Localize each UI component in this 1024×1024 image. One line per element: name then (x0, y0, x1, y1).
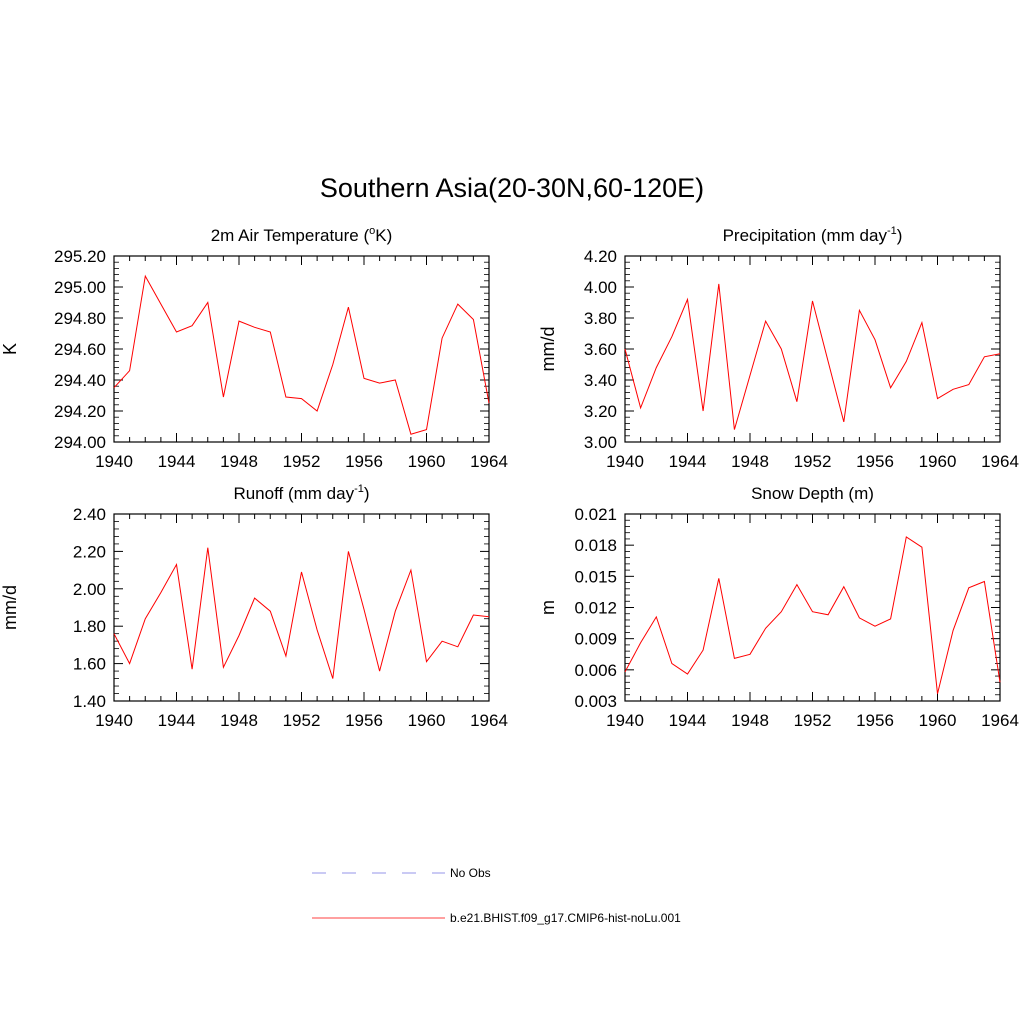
legend: No Obs b.e21.BHIST.f09_g17.CMIP6-hist-no… (312, 866, 681, 925)
x-tick-label: 1940 (95, 452, 133, 471)
x-tick-label: 1944 (669, 452, 707, 471)
x-tick-label: 1948 (731, 711, 769, 730)
y-tick-label: 294.60 (54, 340, 106, 359)
y-tick-label: 294.80 (54, 309, 106, 328)
y-tick-label: 3.80 (584, 309, 617, 328)
x-tick-label: 1940 (95, 711, 133, 730)
legend-label-model: b.e21.BHIST.f09_g17.CMIP6-hist-noLu.001 (450, 911, 681, 925)
panel-runoff: 1940 1944 1948 1952 1956 1960 1964 1.40 1.60 1.80… (0, 483, 508, 730)
y-tick-label: 3.40 (584, 371, 617, 390)
x-tick-label: 1944 (158, 711, 196, 730)
x-tick-label: 1948 (731, 452, 769, 471)
x-tick-label: 1964 (981, 452, 1019, 471)
x-tick-label: 1964 (470, 711, 508, 730)
x-tick-label: 1960 (919, 711, 957, 730)
y-tick-label: 2.40 (73, 505, 106, 524)
y-tick-label: 2.00 (73, 580, 106, 599)
plot-frame (113, 255, 490, 443)
y-tick-label: 3.60 (584, 340, 617, 359)
y-tick-label: 2.20 (73, 542, 106, 561)
series-line (624, 536, 1001, 694)
y-tick-label: 3.00 (584, 433, 617, 452)
y-tick-label: 295.00 (54, 278, 106, 297)
x-tick-label: 1952 (794, 452, 832, 471)
y-tick-label: 3.20 (584, 402, 617, 421)
x-tick-label: 1952 (283, 711, 321, 730)
y-tick-label: 0.006 (574, 661, 617, 680)
x-tick-label: 1960 (919, 452, 957, 471)
y-tick-label: 1.80 (73, 617, 106, 636)
y-axis-label: mm/d (0, 585, 20, 630)
x-tick-label: 1940 (606, 452, 644, 471)
y-tick-label: 295.20 (54, 247, 106, 266)
x-tick-label: 1944 (158, 452, 196, 471)
plot-frame (624, 513, 1001, 702)
y-tick-label: 294.40 (54, 371, 106, 390)
y-tick-label: 0.018 (574, 536, 617, 555)
plot-frame (113, 513, 490, 702)
y-axis-label: m (538, 600, 558, 615)
title-precipitation: Precipitation (mm day-1) (723, 225, 903, 245)
figure-title: Southern Asia(20-30N,60-120E) (319, 173, 705, 203)
x-tick-label: 1964 (981, 711, 1019, 730)
y-tick-label: 4.20 (584, 247, 617, 266)
y-tick-label: 0.015 (574, 567, 617, 586)
y-tick-label: 0.012 (574, 599, 617, 618)
y-tick-label: 1.40 (73, 692, 106, 711)
legend-label-no-obs: No Obs (450, 866, 491, 880)
x-tick-label: 1948 (220, 711, 258, 730)
y-tick-label: 1.60 (73, 655, 106, 674)
series-line (624, 283, 1001, 430)
panel-air-temperature: 1940 1944 1948 1952 1956 1960 1964 294.00 294.20… (0, 225, 508, 471)
y-tick-label: 0.021 (574, 505, 617, 524)
x-tick-label: 1960 (408, 711, 446, 730)
x-tick-label: 1952 (794, 711, 832, 730)
x-tick-label: 1940 (606, 711, 644, 730)
panel-snow-depth: 1940 1944 1948 1952 1956 1960 1964 0.003 0.006 0.… (538, 484, 1019, 730)
title-runoff: Runoff (mm day-1) (233, 483, 369, 503)
x-tick-label: 1944 (669, 711, 707, 730)
y-tick-label: 4.00 (584, 278, 617, 297)
x-tick-label: 1952 (283, 452, 321, 471)
x-tick-label: 1956 (345, 452, 383, 471)
y-axis-label: K (0, 343, 20, 355)
x-tick-label: 1964 (470, 452, 508, 471)
title-snow-depth: Snow Depth (m) (751, 484, 874, 503)
x-tick-label: 1948 (220, 452, 258, 471)
y-axis-label: mm/d (538, 327, 558, 372)
y-tick-label: 0.003 (574, 692, 617, 711)
panel-precipitation: 1940 1944 1948 1952 1956 1960 1964 3.00 3.20 3.40… (538, 225, 1019, 471)
plot-frame (624, 255, 1001, 443)
series-line (113, 274, 490, 435)
series-line (113, 547, 490, 679)
y-tick-label: 294.20 (54, 402, 106, 421)
x-tick-label: 1956 (856, 711, 894, 730)
x-tick-label: 1956 (345, 711, 383, 730)
title-air-temperature: 2m Air Temperature (oK) (211, 225, 393, 245)
y-tick-label: 294.00 (54, 433, 106, 452)
x-tick-label: 1960 (408, 452, 446, 471)
x-tick-label: 1956 (856, 452, 894, 471)
y-tick-label: 0.009 (574, 630, 617, 649)
